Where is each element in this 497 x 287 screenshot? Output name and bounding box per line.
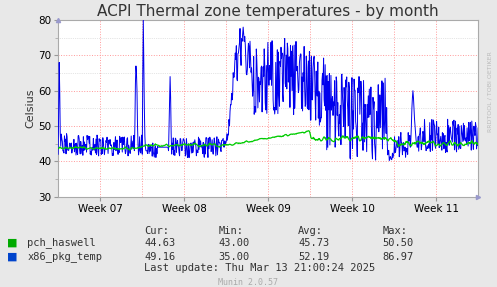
Text: Avg:: Avg: xyxy=(298,226,323,236)
Text: 52.19: 52.19 xyxy=(298,252,330,262)
Y-axis label: Celsius: Celsius xyxy=(25,89,35,128)
Text: Max:: Max: xyxy=(383,226,408,236)
Text: 44.63: 44.63 xyxy=(144,238,175,247)
Text: x86_pkg_temp: x86_pkg_temp xyxy=(27,251,102,262)
Text: Min:: Min: xyxy=(219,226,244,236)
Text: 35.00: 35.00 xyxy=(219,252,250,262)
Text: 43.00: 43.00 xyxy=(219,238,250,247)
Text: Cur:: Cur: xyxy=(144,226,169,236)
Text: 50.50: 50.50 xyxy=(383,238,414,247)
Text: pch_haswell: pch_haswell xyxy=(27,237,96,248)
Text: RRDTOOL / TOBI OETIKER: RRDTOOL / TOBI OETIKER xyxy=(487,51,492,132)
Text: ■: ■ xyxy=(7,238,18,247)
Text: 49.16: 49.16 xyxy=(144,252,175,262)
Title: ACPI Thermal zone temperatures - by month: ACPI Thermal zone temperatures - by mont… xyxy=(97,4,439,19)
Text: Munin 2.0.57: Munin 2.0.57 xyxy=(219,278,278,287)
Text: 45.73: 45.73 xyxy=(298,238,330,247)
Text: ■: ■ xyxy=(7,252,18,262)
Text: 86.97: 86.97 xyxy=(383,252,414,262)
Text: Last update: Thu Mar 13 21:00:24 2025: Last update: Thu Mar 13 21:00:24 2025 xyxy=(144,263,375,273)
